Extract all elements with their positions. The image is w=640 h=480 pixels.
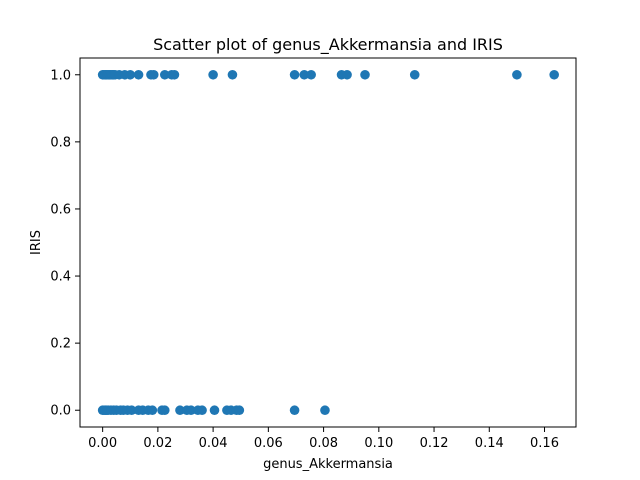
- y-tick-label: 0.0: [50, 404, 71, 419]
- x-tick-label: 0.04: [199, 436, 228, 451]
- scatter-point: [147, 405, 158, 416]
- y-tick-label: 0.2: [50, 337, 71, 352]
- x-axis: 0.00 0.02 0.04 0.06 0.08 0.10 0.12 0.14 0.16: [88, 427, 559, 451]
- x-tick-label: 0.00: [88, 436, 117, 451]
- scatter-point: [306, 69, 316, 80]
- x-tick-label: 0.12: [420, 436, 449, 451]
- scatter-point: [342, 69, 352, 80]
- y-tick-label: 1.0: [50, 68, 71, 83]
- chart-title: Scatter plot of genus_Akkermansia and IR…: [153, 35, 503, 55]
- x-tick-label: 0.16: [530, 436, 559, 451]
- scatter-point: [549, 69, 559, 80]
- x-tick-label: 0.06: [254, 436, 283, 451]
- scatter-point: [126, 405, 137, 416]
- scatter-point: [299, 69, 310, 80]
- y-axis: 0.0 0.2 0.4 0.6 0.8 1.0: [50, 68, 80, 419]
- y-tick-label: 0.4: [50, 270, 71, 285]
- scatter-point: [175, 405, 185, 416]
- y-tick-label: 0.6: [50, 202, 71, 217]
- scatter-point: [133, 69, 144, 80]
- y-axis-title: IRIS: [29, 230, 44, 255]
- x-tick-label: 0.02: [143, 436, 172, 451]
- scatter-point: [125, 69, 136, 80]
- x-axis-title: genus_Akkermansia: [263, 457, 393, 472]
- scatter-point: [169, 69, 180, 80]
- x-tick-label: 0.14: [475, 436, 504, 451]
- y-tick-label: 0.8: [50, 135, 71, 150]
- plot-frame: [79, 57, 577, 428]
- scatter-point: [289, 69, 300, 80]
- scatter-point: [360, 69, 370, 80]
- scatter-point: [234, 405, 245, 416]
- scatter-point: [409, 69, 420, 80]
- scatter-point: [208, 69, 218, 80]
- scatter-point: [512, 69, 522, 80]
- scatter-point: [227, 69, 238, 80]
- scatter-point: [159, 69, 170, 80]
- scatter-point: [148, 69, 159, 80]
- scatter-point: [289, 405, 300, 416]
- scatter-point: [186, 405, 196, 416]
- x-tick-label: 0.08: [309, 436, 338, 451]
- scatter-point: [209, 405, 220, 416]
- x-tick-label: 0.10: [364, 436, 393, 451]
- points-layer: [97, 69, 559, 416]
- scatter-point: [159, 405, 170, 416]
- scatter-point: [197, 405, 207, 416]
- scatter-point: [320, 405, 330, 416]
